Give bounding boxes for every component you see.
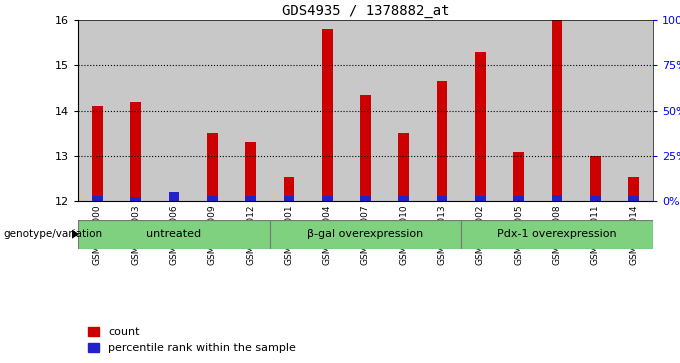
Bar [308,20,346,201]
Bar [193,20,231,201]
Bar [169,192,180,201]
Bar [551,195,562,201]
Bar [590,196,600,201]
Bar [92,196,103,201]
Text: β-gal overexpression: β-gal overexpression [307,229,424,238]
Bar [398,196,409,201]
Bar [169,192,180,201]
Bar [78,20,116,201]
Bar [615,20,653,201]
Bar [461,20,500,201]
Bar [423,20,461,201]
Bar [538,20,576,201]
Bar [78,220,270,249]
Bar [207,134,218,201]
Bar [131,197,141,201]
Bar [475,52,486,201]
Bar [551,20,562,201]
Bar [513,196,524,201]
Text: genotype/variation: genotype/variation [3,229,103,239]
Polygon shape [72,230,78,238]
Bar [131,102,141,201]
Bar [92,106,103,201]
Bar [576,20,615,201]
Bar [360,196,371,201]
Bar [284,176,294,201]
Text: untreated: untreated [146,229,201,238]
Bar [270,20,308,201]
Bar [322,196,333,201]
Bar [322,29,333,201]
Bar [245,142,256,201]
Title: GDS4935 / 1378882_at: GDS4935 / 1378882_at [282,4,449,17]
Bar [284,196,294,201]
Bar [207,196,218,201]
Bar [270,220,461,249]
Bar [628,196,639,201]
Bar [398,134,409,201]
Bar [628,176,639,201]
Bar [590,156,600,201]
Bar [346,20,385,201]
Bar [513,152,524,201]
Bar [245,196,256,201]
Bar [461,220,653,249]
Bar [500,20,538,201]
Bar [475,196,486,201]
Legend: count, percentile rank within the sample: count, percentile rank within the sample [84,322,301,358]
Bar [116,20,155,201]
Text: Pdx-1 overexpression: Pdx-1 overexpression [497,229,617,238]
Bar [437,196,447,201]
Bar [155,20,193,201]
Bar [231,20,270,201]
Bar [437,81,447,201]
Bar [385,20,423,201]
Bar [360,95,371,201]
